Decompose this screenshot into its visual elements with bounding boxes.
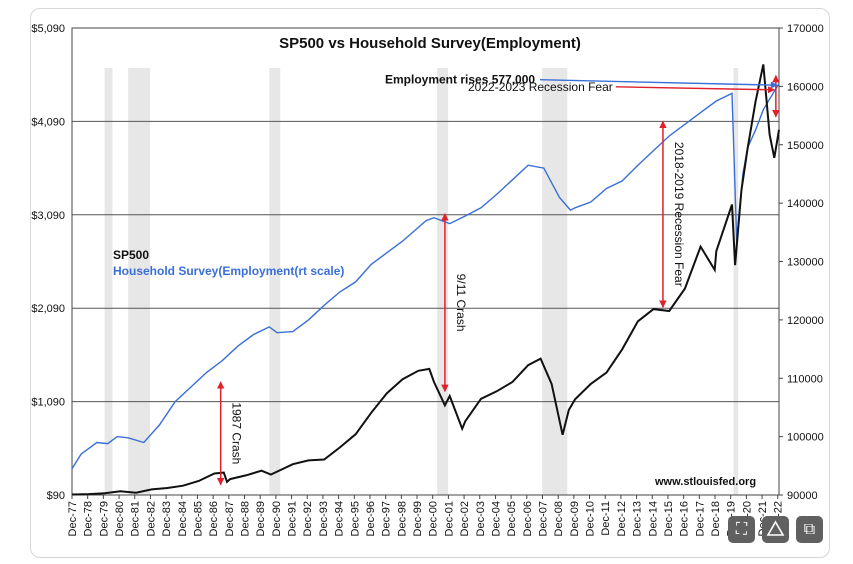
chart-title: SP500 vs Household Survey(Employment)	[279, 35, 581, 52]
right-tick-label: 120000	[787, 315, 824, 327]
x-tick-label: Dec-05	[506, 501, 518, 536]
x-tick-label: Dec-79	[98, 501, 110, 536]
extract-button[interactable]: ⧉	[796, 516, 823, 543]
annotation-arrow	[539, 79, 778, 89]
right-tick-label: 110000	[787, 373, 823, 385]
right-tick-label: 130000	[787, 257, 824, 269]
left-tick-label: $5,090	[31, 23, 65, 35]
x-tick-label: Dec-08	[553, 501, 565, 536]
right-tick-label: 150000	[787, 140, 824, 152]
annotation-label: 1987 Crash	[230, 402, 244, 464]
legend-sp500: SP500	[113, 248, 149, 262]
x-tick-label: Dec-85	[192, 501, 204, 536]
x-tick-label: Dec-78	[83, 501, 95, 536]
legend-employment: Household Survey(Employment(rt scale)	[113, 264, 344, 278]
left-tick-label: $4,090	[31, 116, 65, 128]
x-tick-label: Dec-81	[130, 501, 142, 536]
x-tick-label: Dec-13	[632, 501, 644, 536]
x-tick-label: Dec-84	[177, 501, 189, 536]
x-tick-label: Dec-77	[67, 501, 79, 536]
x-tick-label: Dec-91	[287, 501, 299, 536]
annotation-label: 2022-2023 Recession Fear	[468, 80, 613, 94]
x-tick-label: Dec-82	[145, 501, 157, 536]
recession-bar	[733, 68, 739, 495]
x-tick-label: Dec-86	[208, 501, 220, 536]
x-tick-label: Dec-16	[679, 501, 691, 536]
x-tick-label: Dec-12	[616, 501, 628, 536]
x-tick-label: Dec-14	[647, 501, 659, 536]
x-tick-label: Dec-80	[114, 501, 126, 536]
chart-frame	[30, 8, 830, 558]
left-tick-label: $90	[47, 490, 65, 502]
x-tick-label: Dec-95	[349, 501, 361, 536]
x-tick-label: Dec-92	[302, 501, 314, 536]
x-tick-label: Dec-98	[396, 501, 408, 536]
left-tick-label: $2,090	[31, 303, 65, 315]
x-tick-label: Dec-06	[522, 501, 534, 536]
x-tick-label: Dec-87	[224, 501, 236, 536]
recession-bar	[542, 68, 568, 495]
extract-icon: ⧉	[803, 521, 816, 538]
x-tick-label: Dec-17	[694, 501, 706, 536]
left-tick-label: $1,090	[31, 397, 65, 409]
fullscreen-icon: ⛶	[735, 521, 748, 538]
right-tick-label: 170000	[787, 23, 824, 35]
x-tick-label: Dec-88	[240, 501, 252, 536]
fullscreen-button[interactable]: ⛶	[728, 516, 755, 543]
x-tick-label: Dec-00	[428, 501, 440, 536]
x-tick-label: Dec-89	[255, 501, 267, 536]
x-tick-label: Dec-07	[537, 501, 549, 536]
annotation-label: Employment rises 577,000	[385, 73, 535, 87]
ai-button[interactable]	[762, 516, 789, 543]
right-tick-label: 100000	[787, 432, 824, 444]
x-tick-label: Dec-96	[365, 501, 377, 536]
x-tick-label: Dec-99	[412, 501, 424, 536]
annotation-label: 9/11 Crash	[454, 274, 468, 332]
annotation-arrow	[615, 86, 775, 94]
annotation-label: 2018-2019 Recession Fear	[672, 142, 686, 287]
x-tick-label: Dec-94	[334, 501, 346, 536]
left-tick-label: $3,090	[31, 210, 65, 222]
x-tick-label: Dec-93	[318, 501, 330, 536]
x-tick-label: Dec-15	[663, 501, 675, 536]
right-tick-label: 140000	[787, 198, 824, 210]
right-tick-label: 160000	[787, 81, 824, 93]
ai-triangle-icon	[766, 520, 785, 536]
recession-bar	[128, 68, 151, 495]
x-tick-label: Dec-01	[443, 501, 455, 536]
recession-bar	[437, 68, 449, 495]
x-tick-label: Dec-90	[271, 501, 283, 536]
x-tick-label: Dec-97	[381, 501, 393, 536]
x-tick-label: Dec-02	[459, 501, 471, 536]
x-tick-label: Dec-04	[490, 501, 502, 536]
x-tick-label: Dec-09	[569, 501, 581, 536]
x-tick-label: Dec-83	[161, 501, 173, 536]
recession-bar	[269, 68, 281, 495]
x-tick-label: Dec-03	[475, 501, 487, 536]
x-tick-label: Dec-11	[600, 501, 612, 536]
recession-bar	[104, 68, 113, 495]
right-tick-label: 90000	[787, 490, 818, 502]
source-label: www.stlouisfed.org	[654, 476, 756, 488]
x-tick-label: Dec-10	[585, 501, 597, 536]
x-tick-label: Dec-18	[710, 501, 722, 536]
